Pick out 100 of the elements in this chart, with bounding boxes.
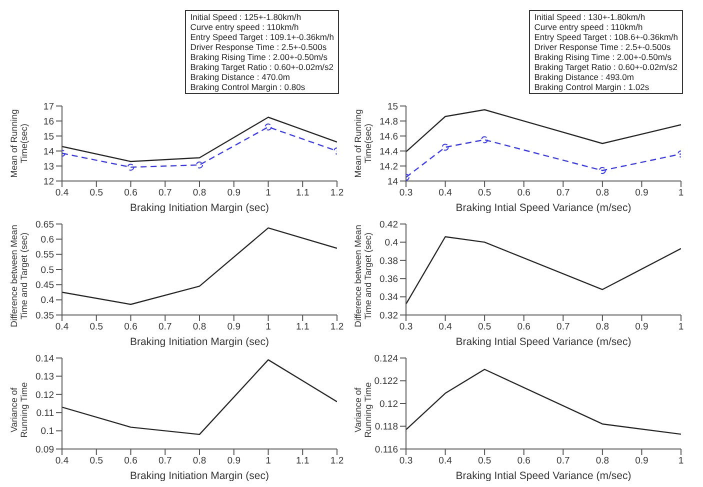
y-tick-label: 14.2 xyxy=(380,161,398,172)
x-tick-label: 1.2 xyxy=(330,322,344,333)
x-tick-label: 0.9 xyxy=(227,456,240,467)
x-tick-label: 0.4 xyxy=(438,188,452,199)
x-tick-label: 0.8 xyxy=(596,322,610,333)
x-tick-label: 0.4 xyxy=(55,188,69,199)
x-tick-label: 1 xyxy=(266,188,271,199)
text: Braking Target Ratio : 0.60+-0.02m/s2 xyxy=(190,62,334,72)
y-tick-label: 0.42 xyxy=(380,219,398,230)
point xyxy=(127,164,134,171)
y-tick-label: 0.65 xyxy=(36,219,54,230)
y-axis-title: Difference between Mean Time and Target (sec) xyxy=(9,224,29,328)
x-axis-title: Braking Initiation Margin (sec) xyxy=(130,470,269,482)
x-tick-label: 0.9 xyxy=(635,322,648,333)
y-tick-label: 0.12 xyxy=(380,398,398,410)
y-tick-label: 13 xyxy=(43,161,54,172)
y-tick-label: 0.118 xyxy=(374,422,398,433)
x-tick-label: 0.5 xyxy=(478,188,492,199)
x-tick-label: 0.9 xyxy=(227,188,240,199)
x-tick-label: 0.6 xyxy=(517,456,530,467)
x-tick-label: 0.7 xyxy=(556,456,570,467)
y-tick-label: 0.11 xyxy=(36,408,54,419)
y-axis-title: Variance of Running Time xyxy=(353,382,373,438)
x-axis-title: Braking Initiation Margin (sec) xyxy=(130,336,269,348)
line-series xyxy=(62,359,337,436)
point xyxy=(442,144,449,151)
y-axis-title: Variance of Running Time xyxy=(9,382,29,438)
line-series xyxy=(62,116,337,162)
x-tick-label: 0.5 xyxy=(90,456,103,467)
x-tick-label: 1.1 xyxy=(296,188,310,199)
x-tick-label: 0.5 xyxy=(90,322,103,333)
y-tick-label: 0.4 xyxy=(384,238,398,249)
text: Entry Speed Target : 108.6+-0.36km/h xyxy=(534,32,678,42)
y-tick-label: 0.116 xyxy=(374,444,398,456)
x-tick-label: 0.7 xyxy=(158,322,172,333)
x-axis-title: Braking Intial Speed Variance (m/sec) xyxy=(456,336,632,348)
x-axis-title: Braking Intial Speed Variance (m/sec) xyxy=(456,202,632,214)
text: Initial Speed : 125+-1.80km/h xyxy=(190,12,302,22)
x-tick-label: 0.8 xyxy=(192,322,206,333)
y-tick-label: 15 xyxy=(387,101,398,112)
x-tick-label: 0.6 xyxy=(124,322,138,333)
x-tick-label: 1.2 xyxy=(330,456,344,467)
y-tick-label: 14.4 xyxy=(380,146,398,158)
x-tick-label: 1 xyxy=(266,322,271,333)
text: Braking Rising Time : 2.00+-0.50m/s xyxy=(190,52,329,62)
x-tick-label: 0.3 xyxy=(399,456,413,467)
x-tick-label: 0.5 xyxy=(478,322,492,333)
y-axis-title: Mean of Running Time(sec) xyxy=(9,109,29,178)
x-tick-label: 0.8 xyxy=(192,188,206,199)
y-tick-label: 0.12 xyxy=(36,390,54,401)
x-tick-label: 0.4 xyxy=(55,322,69,333)
x-tick-label: 0.5 xyxy=(90,188,103,199)
y-tick-label: 0.09 xyxy=(36,444,54,456)
y-tick-label: 0.1 xyxy=(40,426,54,438)
x-tick-label: 0.4 xyxy=(438,322,452,333)
x-tick-label: 0.6 xyxy=(517,322,530,333)
x-tick-label: 0.9 xyxy=(635,456,648,467)
y-tick-label: 0.4 xyxy=(40,295,54,306)
text: Entry Speed Target : 109.1+-0.36km/h xyxy=(190,32,334,42)
text: Braking Target Ratio : 0.60+-0.02m/s2 xyxy=(534,62,678,72)
x-tick-label: 1.2 xyxy=(330,188,344,199)
x-tick-label: 0.8 xyxy=(596,188,610,199)
text: Braking Distance : 493.0m xyxy=(534,72,635,82)
y-tick-label: 0.38 xyxy=(380,256,398,267)
x-tick-label: 0.3 xyxy=(399,322,413,333)
line-series xyxy=(406,109,681,152)
x-axis-title: Braking Intial Speed Variance (m/sec) xyxy=(456,470,632,482)
x-tick-label: 0.7 xyxy=(158,456,172,467)
y-tick-label: 15 xyxy=(43,131,54,142)
y-tick-label: 14.8 xyxy=(380,116,398,128)
text: Braking Control Margin : 0.80s xyxy=(190,82,306,92)
y-tick-label: 16 xyxy=(43,116,54,128)
text: Driver Response Time : 2.5+-0.500s xyxy=(534,42,672,52)
y-tick-label: 0.122 xyxy=(374,376,398,388)
text: Braking Rising Time : 2.00+-0.50m/s xyxy=(534,52,673,62)
y-tick-label: 0.36 xyxy=(380,274,398,285)
text: Driver Response Time : 2.5+-0.500s xyxy=(190,42,328,52)
x-tick-label: 0.6 xyxy=(124,188,138,199)
x-tick-label: 0.3 xyxy=(399,188,413,199)
y-tick-label: 14 xyxy=(387,176,398,188)
y-tick-label: 12 xyxy=(43,176,54,188)
x-tick-label: 0.9 xyxy=(227,322,240,333)
text: Braking Distance : 470.0m xyxy=(190,72,291,82)
y-tick-label: 14.6 xyxy=(380,131,398,142)
x-tick-label: 0.6 xyxy=(517,188,530,199)
x-tick-label: 0.7 xyxy=(158,188,172,199)
y-tick-label: 0.5 xyxy=(40,264,54,276)
x-tick-label: 1.1 xyxy=(296,456,310,467)
x-tick-label: 0.5 xyxy=(478,456,492,467)
point xyxy=(196,161,203,168)
y-tick-label: 0.55 xyxy=(36,250,54,261)
line-series xyxy=(62,227,337,305)
x-tick-label: 1 xyxy=(678,456,684,467)
x-tick-label: 0.4 xyxy=(55,456,69,467)
text: Initial Speed : 130+-1.80km/h xyxy=(534,12,646,22)
y-axis-title: Difference between Mean Time and Target (sec) xyxy=(353,224,373,328)
x-tick-label: 0.8 xyxy=(192,456,206,467)
point xyxy=(598,167,606,174)
y-tick-label: 0.45 xyxy=(36,280,54,292)
y-tick-label: 0.14 xyxy=(36,353,54,364)
